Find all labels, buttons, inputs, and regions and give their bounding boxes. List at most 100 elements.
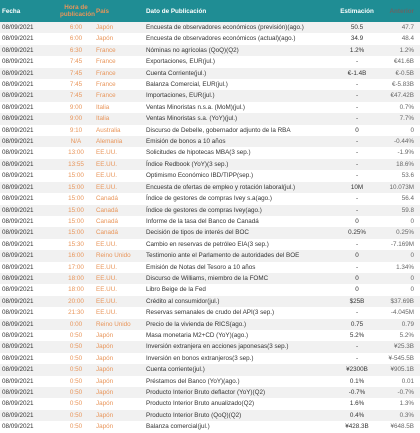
previous-cell: -0.44% (380, 136, 420, 148)
table-row: 08/09/2021 15:00 EE.UU. Optimismo Económico… (0, 170, 420, 181)
time-cell: 15:00 (68, 172, 84, 180)
time-cell: 13:55 (58, 158, 94, 171)
previous-cell: ¥-545.5B (388, 354, 414, 362)
event-cell: Producto Interior Bruto deflactor (YoY)(… (144, 387, 334, 399)
time-cell: 17:00 (68, 263, 84, 271)
table-row: 08/09/2021 15:00 Canadá Índice de gestores … (0, 204, 420, 216)
country-cell: Japón (96, 423, 114, 431)
previous-cell: -4.045M (390, 309, 414, 317)
date-cell: 08/09/2021 (0, 341, 58, 353)
event-cell: Ventas Minoristas n.s.a. (MoM)(jul.) (146, 103, 246, 111)
column-header: Fecha (0, 0, 58, 22)
previous-cell: €-0.5B (380, 67, 420, 80)
previous-cell: -7.169M (390, 240, 414, 248)
table-row: 08/09/2021 7:45 France Exportaciones, EUR(j… (0, 56, 420, 67)
table-row: 08/09/2021 7:45 France Importaciones, EUR(j… (0, 90, 420, 102)
event-cell: Masa monetaria M2+CD (YoY)(ago.) (146, 331, 249, 339)
event-cell: Producto Interior Bruto (QoQ)(Q2) (144, 409, 334, 422)
country-cell: Italia (96, 103, 110, 111)
previous-cell: 7.7% (380, 113, 420, 125)
previous-cell: 56.4 (401, 195, 414, 203)
country-cell: Japón (96, 354, 114, 362)
previous-cell: 1.2% (380, 44, 420, 57)
time-cell: 0:50 (69, 377, 83, 385)
event-cell: Préstamos del Banco (YoY)(ago.) (146, 377, 240, 385)
table-row: 08/09/2021 0:50 Japón Balanza comercial(jul… (0, 421, 420, 432)
table-row: 08/09/2021 9:10 Australia Discurso de Debel… (0, 125, 420, 136)
table-row: 08/09/2021 7:45 France Balanza Comercial, E… (0, 79, 420, 90)
date-cell: 08/09/2021 (2, 172, 34, 180)
time-cell: 15:30 (68, 240, 84, 248)
country-cell: EE.UU. (96, 149, 117, 157)
date-cell: 08/09/2021 (0, 67, 58, 80)
event-cell: Solicitudes de hipotecas MBA(3 sep.) (146, 149, 251, 157)
time-cell: 0:50 (58, 409, 94, 422)
event-cell: Libro Beige de la Fed (146, 286, 206, 294)
previous-cell: €-5.83B (391, 81, 414, 89)
estimate-cell: - (355, 263, 359, 271)
event-cell: Reservas semanales de crudo del API(3 se… (146, 309, 275, 317)
date-cell: 08/09/2021 (0, 227, 58, 239)
time-cell: 0:50 (58, 364, 94, 376)
table-row: 08/09/2021 18:00 EE.UU. Libro Beige de la F… (0, 284, 420, 295)
previous-cell: 59.8 (380, 204, 420, 216)
table-row: 08/09/2021 20:00 EE.UU. Crédito al consumid… (0, 295, 420, 308)
date-cell: 08/09/2021 (0, 204, 58, 216)
date-cell: 08/09/2021 (2, 58, 34, 66)
previous-cell: 48.4 (401, 35, 414, 43)
date-cell: 08/09/2021 (0, 181, 58, 194)
previous-cell: 0 (410, 286, 414, 294)
date-cell: 08/09/2021 (2, 309, 34, 317)
date-cell: 08/09/2021 (2, 377, 34, 385)
time-cell: 7:45 (58, 90, 94, 102)
date-cell: 08/09/2021 (0, 364, 58, 376)
table-row: 08/09/2021 0:50 Japón Producto Interior Bru… (0, 387, 420, 399)
date-cell: 08/09/2021 (2, 217, 34, 225)
time-cell: 6:30 (58, 44, 94, 57)
estimate-cell: 0.1% (349, 377, 365, 385)
time-cell: 0:50 (58, 341, 94, 353)
event-cell: Nóminas no agrícolas (QoQ)(Q2) (144, 44, 334, 57)
event-cell: Cuenta corriente(jul.) (144, 364, 334, 376)
event-cell: Índice Redbook (YoY)(3 sep.) (144, 158, 334, 171)
event-cell: Precio de la vivienda de RICS(ago.) (144, 318, 334, 330)
country-cell: Reino Unido (94, 250, 144, 262)
date-cell: 08/09/2021 (2, 286, 34, 294)
table-row: 08/09/2021 0:50 Japón Producto Interior Bru… (0, 398, 420, 409)
country-cell: Japón (94, 387, 144, 399)
column-header: País (94, 0, 144, 22)
previous-cell: 5.2% (399, 331, 414, 339)
previous-cell: 0.7% (399, 103, 414, 111)
table-row: 08/09/2021 18:00 EE.UU. Discurso de William… (0, 272, 420, 285)
event-cell: Encuesta de observadores económicos (act… (146, 35, 296, 43)
previous-cell: $37.69B (380, 295, 420, 308)
table-row: 08/09/2021 15:00 Canadá Índice de gestores … (0, 193, 420, 204)
country-cell: Canadá (94, 227, 144, 239)
table-row: 08/09/2021 0:50 Japón Masa monetaria M2+CD … (0, 330, 420, 341)
estimate-cell: -0.7% (334, 387, 380, 399)
time-cell: 15:00 (58, 227, 94, 239)
previous-cell: 0 (380, 250, 420, 262)
estimate-cell: - (355, 195, 359, 203)
event-cell: Decisión de tipos de interés del BOC (144, 227, 334, 239)
estimate-cell: - (355, 309, 359, 317)
estimate-cell: - (355, 172, 359, 180)
table-row: 08/09/2021 0:50 Japón Cuenta corriente(jul.… (0, 364, 420, 376)
date-cell: 08/09/2021 (2, 331, 34, 339)
previous-cell: 0.3% (380, 409, 420, 422)
country-cell: Japón (94, 341, 144, 353)
event-cell: Cambio en reservas de petróleo EIA(3 sep… (146, 240, 269, 248)
country-cell: Japón (94, 22, 144, 34)
previous-cell: ¥648.5B (390, 423, 414, 431)
table-row: 08/09/2021 0:00 Reino Unido Precio de la vi… (0, 318, 420, 330)
table-row: 08/09/2021 0:50 Japón Producto Interior Bru… (0, 409, 420, 422)
event-cell: Cuenta Corriente(jul.) (144, 67, 334, 80)
estimate-cell: - (355, 240, 359, 248)
previous-cell: 1.3% (399, 400, 414, 408)
time-cell: 21:30 (68, 309, 84, 317)
previous-cell: 47.7 (380, 22, 420, 34)
event-cell: Emisión de bonos a 10 años (144, 136, 334, 148)
country-cell: EE.UU. (94, 272, 144, 285)
column-header: Anterior (380, 0, 420, 22)
country-cell: EE.UU. (94, 295, 144, 308)
